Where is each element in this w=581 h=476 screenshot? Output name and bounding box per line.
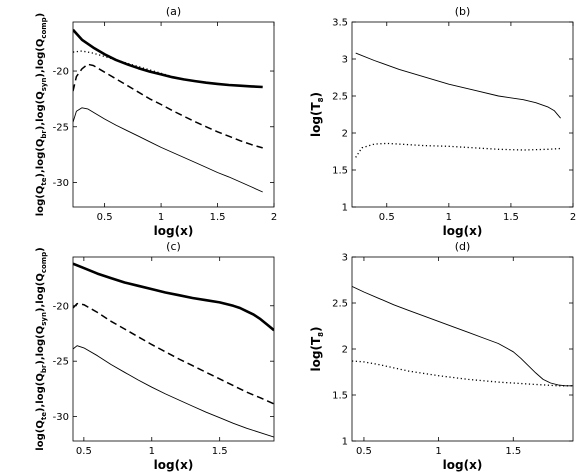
y-tick-label: 2: [342, 345, 348, 356]
x-tick-label: 0.5: [76, 446, 92, 457]
panel-c: 0.5 1 1.5 -30 -25 -20 (c) log(x) log(Qte),log(Qb…: [35, 240, 275, 472]
y-axis-label: log(T8): [309, 327, 325, 372]
x-tick-label: 1: [158, 212, 164, 223]
series-thin-line: [73, 345, 274, 438]
y-tick-label: 3.5: [332, 18, 348, 29]
x-tick-label: 1: [149, 446, 155, 457]
y-tick-label: 1.5: [332, 391, 348, 402]
x-tick-label: 0.5: [379, 212, 395, 223]
x-axis-label: log(x): [443, 224, 483, 238]
x-tick-label: 2: [570, 212, 576, 223]
x-axis-label: log(x): [154, 458, 194, 472]
series-thin-line: [352, 285, 573, 387]
x-axis-label: log(x): [154, 224, 194, 238]
y-tick-label: 3: [342, 55, 348, 66]
y-axis-label: log(T8): [309, 92, 325, 137]
y-tick-label: 1: [342, 437, 348, 448]
series-thin-line: [355, 52, 561, 119]
y-tick-label: -20: [53, 301, 69, 312]
y-tick-label: 2: [342, 129, 348, 140]
panel-title: (d): [455, 240, 471, 253]
panel-a: 0.5 1 1.5 2 -30 -25 -20 (a) log(x) log(Qte),log(Q…: [35, 5, 277, 238]
x-tick-label: 1.5: [505, 446, 521, 457]
y-tick-label: 1.5: [332, 166, 348, 177]
x-tick-label: 0.5: [97, 212, 113, 223]
x-tick-label: 1.5: [212, 446, 228, 457]
series-dashed-line: [73, 302, 274, 405]
x-tick-label: 0.5: [356, 446, 372, 457]
y-tick-label: 2.5: [332, 299, 348, 310]
panel-b: 0.5 1 1.5 2 1 1.5 2 2.5 3 3.5 (b) log(x) log(T8): [309, 5, 576, 238]
series-thick-line: [73, 28, 263, 89]
series-thin-line: [73, 107, 263, 193]
y-tick-label: 2.5: [332, 92, 348, 103]
y-tick-label: 1: [342, 203, 348, 214]
y-tick-label: -25: [53, 122, 69, 133]
series-dashed-line: [73, 63, 263, 149]
series-thick-line: [73, 262, 274, 332]
y-axis-label: log(Qte),log(Qbr),log(Qsyn),log(Qcomp): [35, 13, 48, 216]
x-tick-label: 1: [435, 446, 441, 457]
x-tick-label: 1.5: [210, 212, 226, 223]
panel-title: (a): [166, 5, 181, 18]
y-axis-label: log(Qte),log(Qbr),log(Qsyn),log(Qcomp): [35, 247, 48, 450]
series-dotted-line: [73, 50, 184, 81]
axes-box: [351, 256, 574, 442]
panel-d: 0.5 1 1.5 1 1.5 2 2.5 3 (d) log(x) log(T8): [309, 240, 574, 472]
y-tick-label: 3: [342, 253, 348, 264]
x-tick-label: 1.5: [503, 212, 519, 223]
x-tick-label: 2: [271, 212, 277, 223]
y-tick-label: -25: [53, 357, 69, 368]
y-tick-label: -20: [53, 67, 69, 78]
series-dotted-line: [355, 142, 561, 158]
series-dotted-line: [352, 360, 573, 387]
axes-box: [351, 21, 574, 208]
y-tick-label: -30: [53, 412, 69, 423]
axes-box: [72, 21, 275, 208]
x-axis-label: log(x): [443, 458, 483, 472]
x-tick-label: 1: [446, 212, 452, 223]
y-tick-label: -30: [53, 178, 69, 189]
panel-title: (b): [455, 5, 471, 18]
axes-box: [72, 256, 275, 442]
panel-title: (c): [166, 240, 181, 253]
